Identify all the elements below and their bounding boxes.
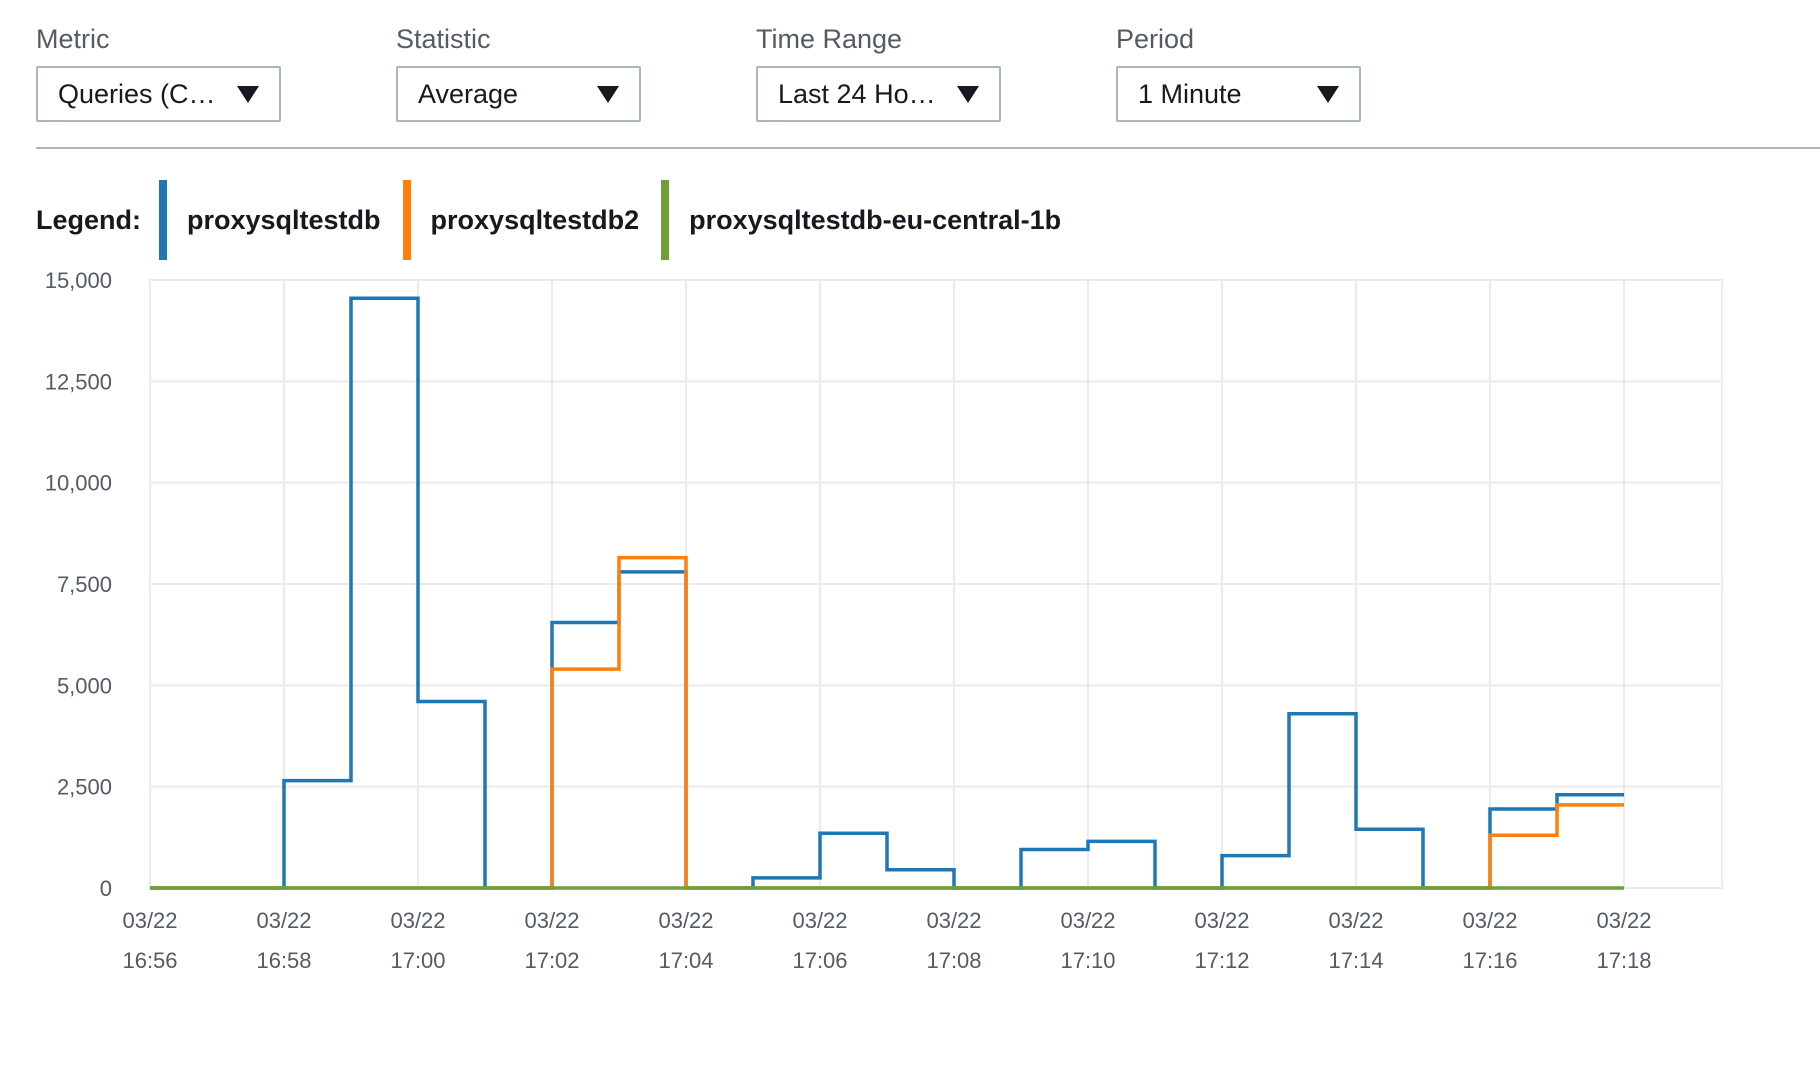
legend-item-proxysqltestdb-eu-central-1b[interactable]: proxysqltestdb-eu-central-1b: [661, 180, 1061, 260]
legend-swatch: [402, 180, 411, 260]
metric-label: Metric: [36, 24, 110, 54]
x-tick-date: 03/22: [256, 908, 311, 933]
x-tick-time: 17:04: [658, 948, 713, 973]
y-tick-label: 12,500: [45, 369, 112, 394]
period-select-value: 1 Minute: [1138, 78, 1242, 109]
x-tick-time: 17:16: [1462, 948, 1517, 973]
y-tick-label: 5,000: [57, 673, 112, 698]
x-tick-time: 17:18: [1596, 948, 1651, 973]
y-tick-label: 0: [100, 876, 112, 901]
x-tick-date: 03/22: [926, 908, 981, 933]
x-tick-date: 03/22: [524, 908, 579, 933]
x-tick-date: 03/22: [1328, 908, 1383, 933]
x-tick-date: 03/22: [1462, 908, 1517, 933]
statistic-control: Statistic Average: [396, 22, 641, 122]
x-tick-time: 17:08: [926, 948, 981, 973]
chart-legend: Legend: proxysqltestdb proxysqltestdb2 p…: [36, 180, 1083, 260]
statistic-label: Statistic: [396, 24, 491, 54]
caret-down-icon: [237, 85, 259, 103]
x-tick-time: 17:10: [1060, 948, 1115, 973]
x-tick-date: 03/22: [1194, 908, 1249, 933]
legend-label: proxysqltestdb2: [430, 204, 640, 235]
statistic-select-value: Average: [418, 78, 519, 109]
x-tick-time: 17:06: [792, 948, 847, 973]
caret-down-icon: [957, 85, 979, 103]
time-range-control: Time Range Last 24 Ho…: [756, 22, 1001, 122]
statistic-select[interactable]: Average: [396, 66, 641, 122]
time-range-label: Time Range: [756, 24, 903, 54]
x-tick-date: 03/22: [1596, 908, 1651, 933]
legend-item-proxysqltestdb2[interactable]: proxysqltestdb2: [402, 180, 640, 260]
legend-swatch: [159, 180, 167, 260]
x-tick-time: 17:02: [524, 948, 579, 973]
legend-label: proxysqltestdb: [187, 204, 381, 235]
x-tick-time: 16:56: [122, 948, 177, 973]
queries-chart[interactable]: 0 2,500 5,000 7,500 10,000 12,500 15,000 03/22 1…: [0, 260, 1820, 1000]
y-tick-label: 10,000: [45, 471, 112, 496]
metric-select-value: Queries (C…: [58, 78, 216, 109]
time-range-select-value: Last 24 Ho…: [778, 78, 936, 109]
x-tick-date: 03/22: [390, 908, 445, 933]
y-tick-label: 7,500: [57, 572, 112, 597]
caret-down-icon: [1317, 85, 1339, 103]
legend-item-proxysqltestdb[interactable]: proxysqltestdb: [159, 180, 381, 260]
period-select[interactable]: 1 Minute: [1116, 66, 1361, 122]
x-tick-time: 16:58: [256, 948, 311, 973]
time-range-select[interactable]: Last 24 Ho…: [756, 66, 1001, 122]
x-tick-time: 17:14: [1328, 948, 1383, 973]
x-tick-time: 17:00: [390, 948, 445, 973]
x-tick-date: 03/22: [1060, 908, 1115, 933]
metric-select[interactable]: Queries (C…: [36, 66, 281, 122]
series-line-proxysqltestdb: [150, 296, 1624, 890]
metric-control: Metric Queries (C…: [36, 22, 281, 122]
x-tick-date: 03/22: [658, 908, 713, 933]
divider: [36, 147, 1820, 149]
caret-down-icon: [597, 85, 619, 103]
legend-label: proxysqltestdb-eu-central-1b: [689, 204, 1062, 235]
x-tick-date: 03/22: [122, 908, 177, 933]
x-tick-time: 17:12: [1194, 948, 1249, 973]
x-tick-date: 03/22: [792, 908, 847, 933]
period-label: Period: [1116, 24, 1195, 54]
y-tick-label: 15,000: [45, 268, 112, 293]
y-tick-label: 2,500: [57, 775, 112, 800]
legend-swatch: [661, 180, 670, 260]
legend-title: Legend:: [36, 204, 141, 235]
period-control: Period 1 Minute: [1116, 22, 1361, 122]
